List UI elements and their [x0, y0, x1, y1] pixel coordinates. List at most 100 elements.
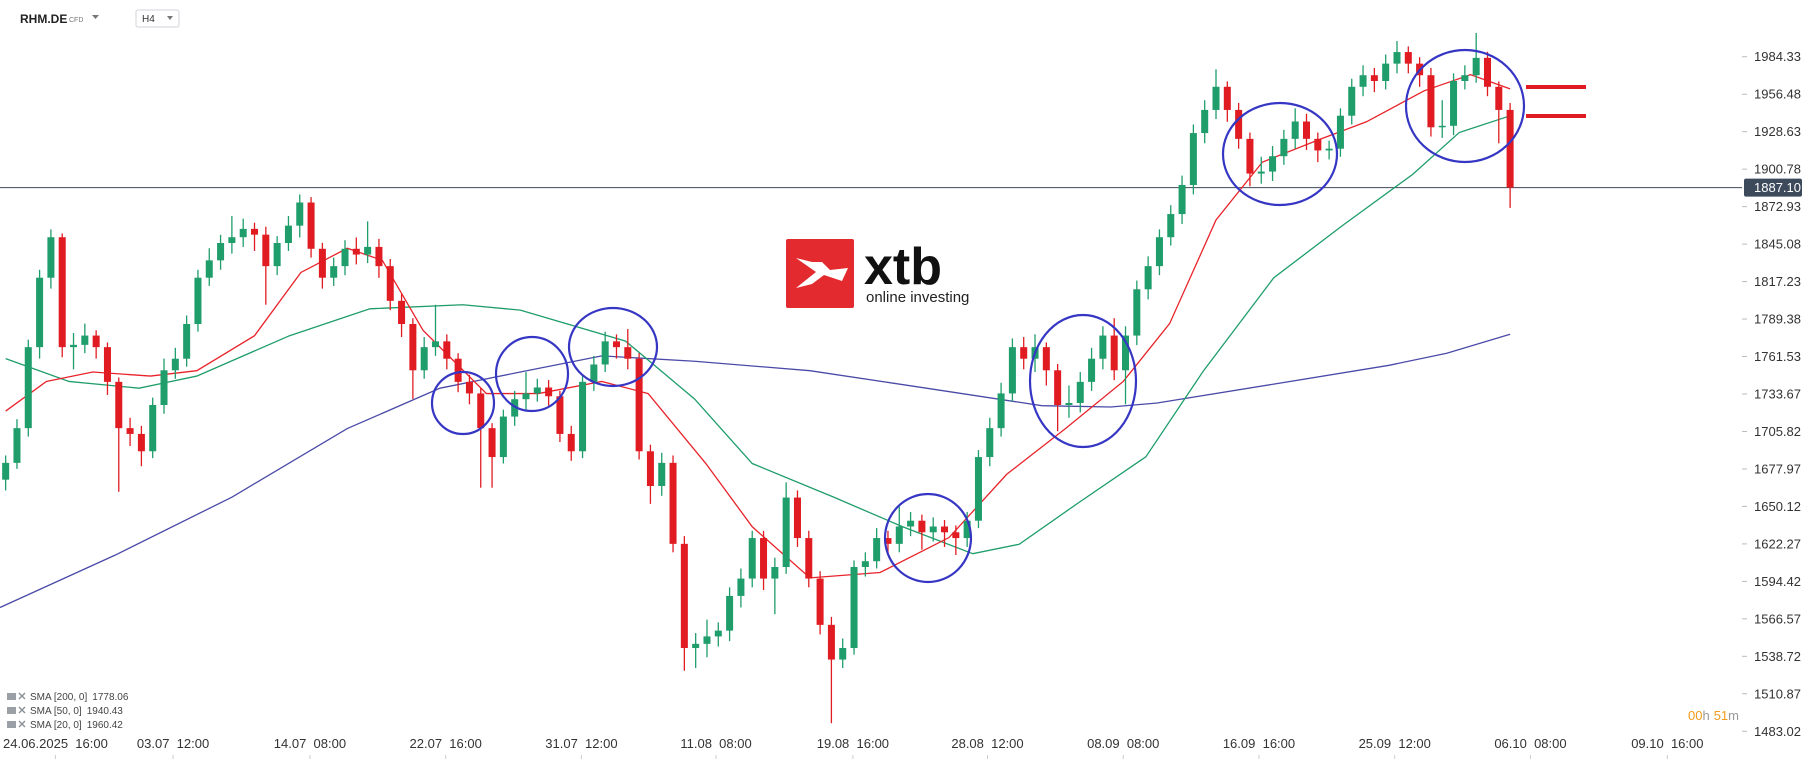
- x-tick-label: 14.07 08:00: [274, 736, 346, 751]
- legend-icon[interactable]: [7, 693, 16, 700]
- candle-body: [1427, 75, 1435, 128]
- legend-remove[interactable]: [18, 706, 26, 714]
- candle-body: [816, 578, 824, 625]
- candle-body: [963, 520, 971, 539]
- candle-body: [13, 428, 21, 463]
- candle-body: [205, 260, 213, 278]
- y-tick-label: 1956.48: [1754, 87, 1801, 102]
- candle-body: [1020, 347, 1028, 359]
- candle-body: [839, 647, 847, 660]
- candle-body: [36, 277, 44, 348]
- candle-body: [488, 428, 496, 458]
- candle-body: [228, 237, 236, 243]
- candle-body: [760, 538, 768, 579]
- candle-body: [217, 242, 225, 261]
- legend-icon[interactable]: [7, 721, 16, 728]
- candle-body: [952, 532, 960, 539]
- candle-body: [782, 497, 790, 567]
- candle-body: [352, 248, 360, 255]
- annotation-circle: [883, 492, 973, 584]
- legend-name: SMA [20, 0]: [30, 720, 82, 731]
- candle-body: [1336, 115, 1344, 149]
- symbol-dropdown[interactable]: [92, 15, 99, 19]
- candle-body: [409, 323, 417, 371]
- candle-body: [194, 277, 202, 324]
- candle-body: [850, 566, 858, 648]
- y-tick-label: 1733.67: [1754, 387, 1801, 402]
- candle-body: [986, 428, 994, 458]
- candle-body: [918, 520, 926, 533]
- annotation-circle: [1221, 101, 1339, 207]
- candle-body: [771, 566, 779, 579]
- candle-body: [465, 381, 473, 394]
- candle-body: [1370, 75, 1378, 81]
- legend-entry: SMA [20, 0] 1960.42: [30, 720, 123, 731]
- x-tick-label: 19.08 16:00: [817, 736, 889, 751]
- candle-body: [103, 347, 111, 382]
- candle-body: [1088, 358, 1096, 382]
- y-tick-label: 1705.82: [1754, 424, 1801, 439]
- legend-entry: SMA [50, 0] 1940.43: [30, 706, 123, 717]
- candle-body: [273, 242, 281, 267]
- candle-body: [24, 347, 32, 429]
- candle-body: [318, 248, 326, 278]
- candle-body: [398, 300, 406, 324]
- y-tick-label: 1650.12: [1754, 499, 1801, 514]
- candle-body: [1302, 121, 1311, 139]
- candle-body: [884, 538, 892, 544]
- candle-body: [1314, 138, 1322, 151]
- candle-body: [420, 347, 428, 371]
- candle-body: [47, 237, 55, 278]
- candle-body: [1257, 171, 1265, 174]
- legend-remove[interactable]: [18, 720, 26, 728]
- logo-tagline: online investing: [866, 289, 969, 306]
- candle-body: [1325, 148, 1333, 151]
- candle-body: [658, 462, 666, 486]
- candle-body: [183, 323, 191, 359]
- y-tick-label: 1789.38: [1754, 312, 1801, 327]
- x-tick-label: 24.06.2025 16:00: [3, 736, 108, 751]
- legend-value: 1940.43: [87, 706, 124, 717]
- legend-remove[interactable]: [18, 692, 26, 700]
- candle-body: [1212, 86, 1220, 110]
- candle-body: [1382, 63, 1390, 81]
- candle-body: [703, 636, 711, 644]
- candle-body: [601, 341, 609, 365]
- candle-body: [149, 404, 157, 452]
- candle-body: [1099, 335, 1107, 359]
- candle-body: [726, 595, 734, 631]
- y-tick-label: 1566.57: [1754, 611, 1801, 626]
- interval-select[interactable]: [135, 9, 180, 28]
- annotation-circle: [494, 335, 570, 413]
- candle-body: [375, 246, 383, 267]
- candle-body: [635, 358, 643, 452]
- candle-body: [737, 578, 745, 596]
- candle-body: [714, 630, 722, 637]
- timer-hours-unit: h: [1702, 708, 1709, 723]
- x-tick-label: 28.08 12:00: [951, 736, 1023, 751]
- candle-body: [386, 266, 394, 301]
- candle-body: [443, 341, 451, 359]
- legend-icon[interactable]: [7, 707, 16, 714]
- timer: 00h 51m: [1688, 708, 1739, 723]
- current-price-label: 1887.10: [1754, 180, 1801, 195]
- timer-minutes-unit: m: [1728, 708, 1739, 723]
- sma-line: [5, 115, 1511, 555]
- x-tick-label: 06.10 08:00: [1494, 736, 1566, 751]
- candle-body: [748, 538, 756, 579]
- candle-body: [1144, 266, 1152, 290]
- candle-body: [873, 538, 881, 562]
- candle-body: [579, 381, 587, 452]
- candle-body: [126, 428, 134, 434]
- candle-body: [115, 381, 123, 429]
- symbol: RHM.DE: [20, 12, 67, 26]
- x-tick-label: 22.07 16:00: [410, 736, 482, 751]
- indicator-layer: [0, 73, 1742, 609]
- candle-body: [251, 228, 259, 235]
- candle-body: [669, 462, 677, 544]
- candle-body: [307, 202, 315, 249]
- annotation-levels: [1526, 85, 1586, 118]
- candle-body: [680, 543, 688, 648]
- legend-name: SMA [200, 0]: [30, 692, 87, 703]
- y-tick-label: 1872.93: [1754, 199, 1801, 214]
